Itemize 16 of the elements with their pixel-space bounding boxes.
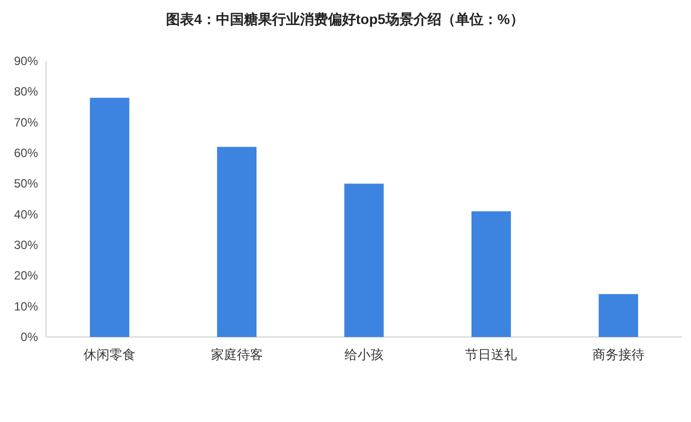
y-tick-label: 0%: [20, 330, 38, 344]
y-tick-label: 70%: [14, 115, 38, 130]
x-tick-label: 节日送礼: [465, 347, 518, 362]
y-tick-label: 90%: [14, 54, 38, 68]
x-tick-label: 休闲零食: [84, 347, 136, 362]
x-tick-label: 商务接待: [592, 347, 644, 362]
x-tick-label: 家庭待客: [210, 347, 263, 362]
chart-title: 图表4：中国糖果行业消费偏好top5场景介绍（单位：%）: [166, 11, 524, 27]
y-tick-label: 30%: [14, 238, 38, 252]
y-tick-label: 80%: [14, 84, 38, 99]
y-tick-label: 20%: [14, 268, 38, 283]
y-tick-label: 60%: [14, 146, 38, 160]
y-tick-label: 50%: [14, 176, 38, 191]
y-tick-label: 40%: [14, 207, 38, 222]
y-tick-label: 10%: [14, 299, 38, 314]
x-tick-label: 给小孩: [344, 347, 384, 362]
